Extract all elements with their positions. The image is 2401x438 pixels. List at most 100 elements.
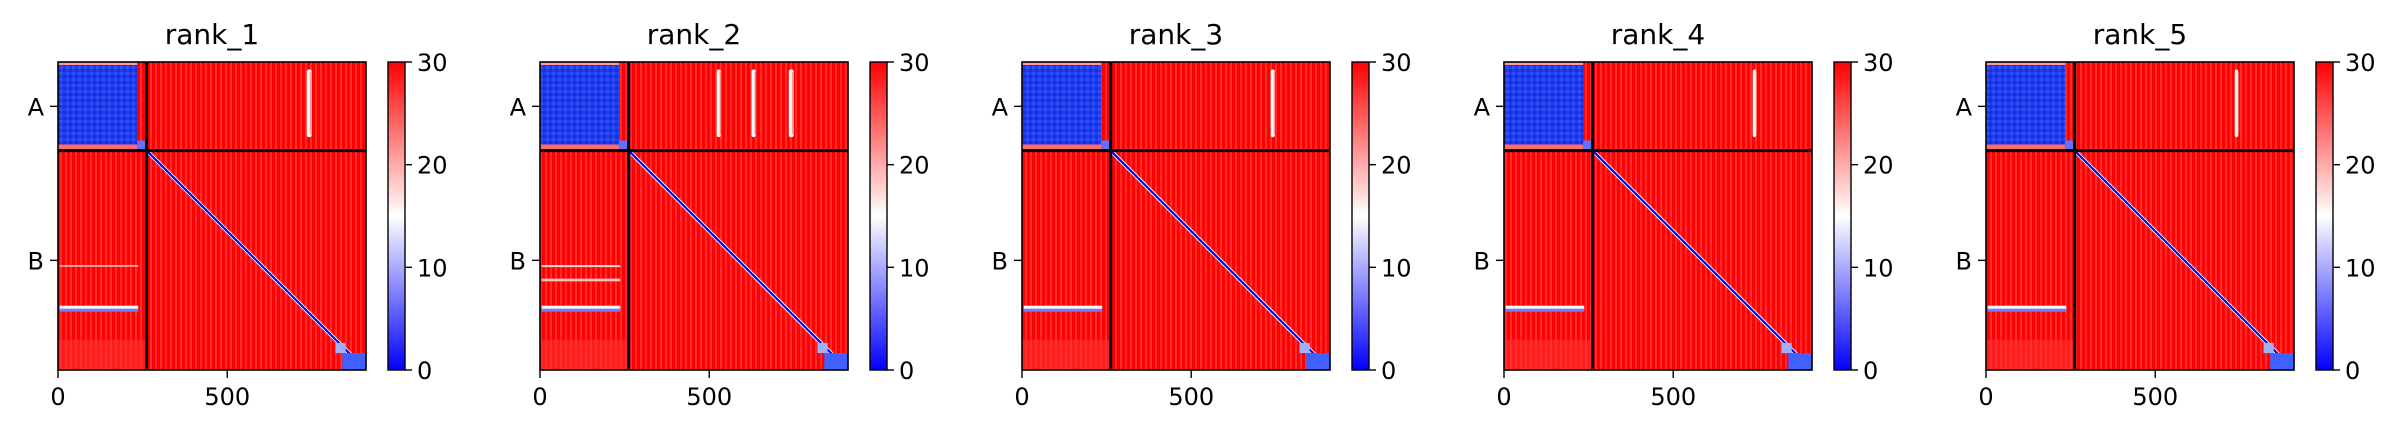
x-tick-label: 500 (1650, 383, 1696, 411)
chain-a-block (1986, 62, 2066, 145)
chain-a-block-edge (1504, 144, 1584, 151)
colorbar-tick-label: 0 (1381, 357, 1396, 385)
diagonal-line (627, 149, 849, 371)
colorbar-tick-label: 20 (899, 152, 930, 180)
panel-title: rank_2 (647, 18, 741, 51)
pae-band (541, 305, 621, 310)
chain-a-block-edge (1986, 144, 2066, 151)
colorbar (387, 61, 406, 371)
colorbar-tick-label: 10 (899, 254, 930, 282)
colorbar-tick-label: 30 (1381, 49, 1412, 77)
colorbar-tick-label: 20 (1381, 152, 1412, 180)
pae-band (541, 278, 621, 282)
pae-stripe (306, 69, 312, 138)
panel-title: rank_4 (1611, 18, 1705, 51)
chain-a-block-edge (1504, 62, 1584, 65)
chain-a-block (1504, 62, 1584, 145)
chain-a-block-edge (58, 62, 138, 65)
pae-band (1505, 305, 1585, 310)
panel-title: rank_5 (2093, 18, 2187, 51)
colorbar-tick-label: 30 (417, 49, 448, 77)
chain-a-block-edge (540, 144, 620, 151)
y-tick-label: B (992, 247, 1008, 275)
y-tick-label: A (510, 93, 527, 121)
chain-a-block-edge (1022, 62, 1102, 65)
x-tick-label: 500 (204, 383, 250, 411)
x-tick-label: 500 (686, 383, 732, 411)
pae-stripe-core (309, 72, 311, 135)
pae-band (541, 265, 621, 268)
pae-bottom-region (1022, 339, 1111, 370)
x-tick-label: 0 (1978, 383, 1993, 411)
chain-b-corner (824, 353, 848, 370)
chain-b-corner-edge (335, 342, 346, 354)
chain-a-block-edge (540, 62, 620, 65)
axes-frame (539, 61, 849, 371)
chain-a-corner (137, 140, 147, 151)
pae-bottom-region (1986, 339, 2075, 370)
axes-frame (1985, 61, 2295, 371)
x-tick-label: 0 (532, 383, 547, 411)
colorbar-tick-label: 0 (2345, 357, 2360, 385)
pae-band-core (1987, 308, 2067, 312)
chain-b-corner (2270, 353, 2294, 370)
heatmap-panel: rank_2 0 500 A B 0 10 20 30 (510, 18, 930, 411)
panel-title: rank_1 (165, 18, 259, 51)
colorbar (869, 61, 888, 371)
colorbar-tick-label: 30 (2345, 49, 2376, 77)
panel-title: rank_3 (1129, 18, 1223, 51)
pae-band (59, 305, 139, 310)
pae-stripe-core (719, 72, 721, 135)
y-tick-label: A (28, 93, 45, 121)
chain-b-corner (1788, 353, 1812, 370)
pae-stripe (1752, 69, 1757, 138)
heatmap-panel: rank_5 0 500 A B 0 10 20 30 (1956, 18, 2376, 411)
diagonal-line (145, 149, 367, 371)
chain-a-block-edge (1986, 62, 2066, 65)
axes-frame (57, 61, 367, 371)
colorbar-tick-label: 20 (417, 152, 448, 180)
colorbar-tick-label: 30 (899, 49, 930, 77)
colorbar (1351, 61, 1370, 371)
heatmap-panel: rank_1 0 500 A B 0 10 20 30 (28, 18, 448, 411)
pae-band-core (1023, 308, 1103, 312)
pae-band (1987, 305, 2067, 310)
y-tick-label: B (1956, 247, 1972, 275)
chain-a-block-edge (58, 144, 138, 151)
colorbar-tick-label: 10 (2345, 254, 2376, 282)
axes-frame (1021, 61, 1331, 371)
pae-bottom-region (1504, 339, 1593, 370)
pae-stripe-core (791, 72, 793, 135)
chain-a-corner (619, 140, 629, 151)
x-tick-label: 500 (2132, 383, 2178, 411)
colorbar-tick-label: 20 (2345, 152, 2376, 180)
chain-b-corner-edge (1299, 342, 1310, 354)
pae-band-core (541, 308, 621, 312)
colorbar-tick-label: 0 (417, 357, 432, 385)
y-tick-label: B (510, 247, 526, 275)
chain-a-corner (1583, 140, 1593, 151)
heatmap-panel: rank_4 0 500 A B 0 10 20 30 (1474, 18, 1894, 411)
colorbar (1833, 61, 1852, 371)
axes-frame (1503, 61, 1813, 371)
chain-b-corner-edge (1781, 342, 1792, 354)
colorbar-tick-label: 10 (1863, 254, 1894, 282)
x-tick-label: 0 (1014, 383, 1029, 411)
x-tick-label: 500 (1168, 383, 1214, 411)
colorbar-tick-label: 30 (1863, 49, 1894, 77)
chain-a-corner (1101, 140, 1111, 151)
heatmap-panel: rank_3 0 500 A B 0 10 20 30 (992, 18, 1412, 411)
colorbar-tick-label: 10 (1381, 254, 1412, 282)
colorbar-tick-label: 0 (1863, 357, 1878, 385)
pae-band-core (1505, 308, 1585, 312)
y-tick-label: B (1474, 247, 1490, 275)
pae-bottom-region (540, 339, 629, 370)
chain-b-corner (1306, 353, 1330, 370)
chain-a-corner (2065, 140, 2075, 151)
pae-stripe-core (2237, 72, 2239, 135)
x-tick-label: 0 (50, 383, 65, 411)
pae-bottom-region (58, 339, 147, 370)
chain-b-corner (342, 353, 366, 370)
colorbar-tick-label: 0 (899, 357, 914, 385)
